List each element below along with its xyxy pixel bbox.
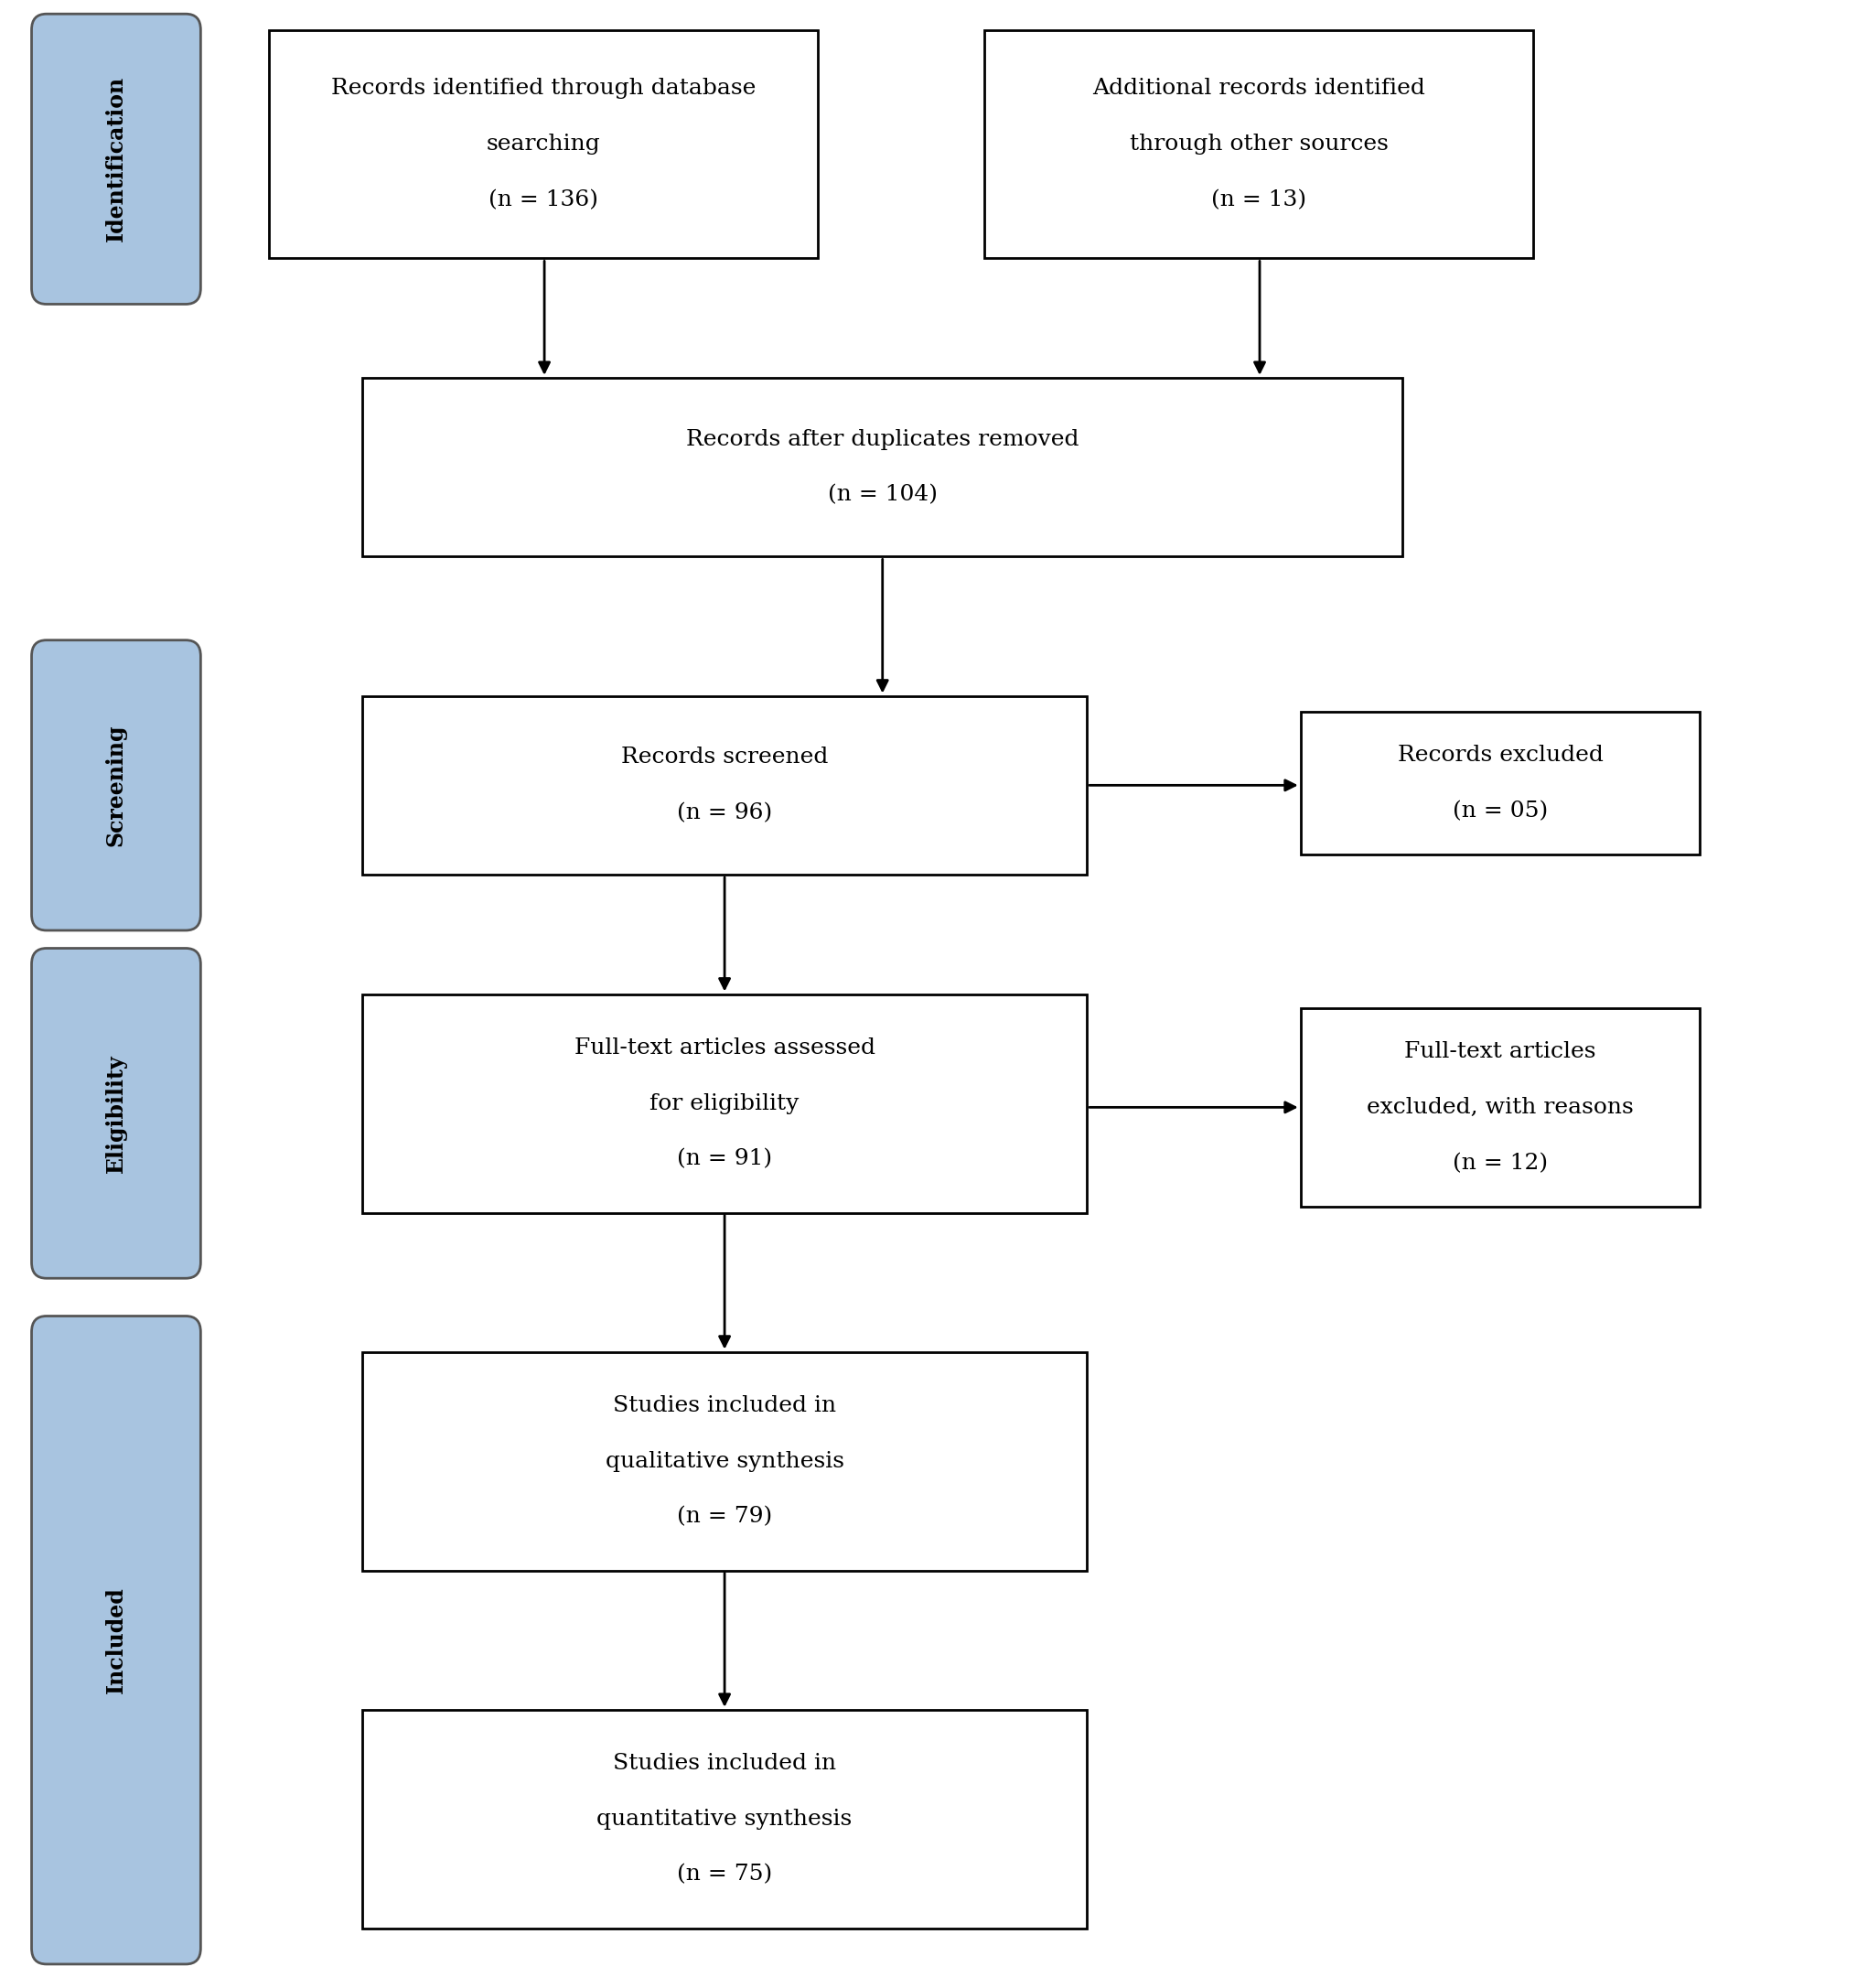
Text: Full-text articles: Full-text articles [1404,1042,1595,1062]
Text: (n = 136): (n = 136) [488,189,598,211]
Text: (n = 79): (n = 79) [676,1507,773,1527]
Text: (n = 13): (n = 13) [1211,189,1305,211]
FancyBboxPatch shape [32,948,201,1278]
FancyBboxPatch shape [32,14,201,304]
Text: (n = 05): (n = 05) [1452,801,1547,821]
Text: (n = 104): (n = 104) [826,485,938,505]
FancyBboxPatch shape [269,30,817,258]
Text: Eligibility: Eligibility [106,1054,126,1173]
Text: Studies included in: Studies included in [613,1396,836,1415]
FancyBboxPatch shape [362,378,1402,557]
FancyBboxPatch shape [362,994,1086,1213]
Text: Full-text articles assessed: Full-text articles assessed [574,1038,875,1058]
Text: for eligibility: for eligibility [650,1093,799,1113]
Text: (n = 75): (n = 75) [676,1865,773,1885]
FancyBboxPatch shape [1300,1008,1699,1207]
FancyBboxPatch shape [984,30,1532,258]
Text: Records excluded: Records excluded [1396,746,1603,765]
FancyBboxPatch shape [1300,712,1699,855]
FancyBboxPatch shape [32,1316,201,1964]
FancyBboxPatch shape [362,1710,1086,1928]
Text: Additional records identified: Additional records identified [1092,78,1424,99]
Text: Studies included in: Studies included in [613,1753,836,1773]
Text: (n = 96): (n = 96) [676,803,773,823]
Text: quantitative synthesis: quantitative synthesis [596,1809,852,1829]
Text: Identification: Identification [106,76,126,243]
Text: Records screened: Records screened [620,747,828,767]
Text: Included: Included [106,1586,126,1694]
FancyBboxPatch shape [362,696,1086,875]
Text: Screening: Screening [106,724,126,847]
Text: excluded, with reasons: excluded, with reasons [1367,1097,1632,1117]
Text: searching: searching [487,133,600,155]
Text: qualitative synthesis: qualitative synthesis [605,1451,843,1471]
Text: through other sources: through other sources [1129,133,1387,155]
Text: (n = 12): (n = 12) [1452,1153,1547,1173]
Text: Records identified through database: Records identified through database [331,78,756,99]
Text: (n = 91): (n = 91) [676,1149,773,1169]
Text: Records after duplicates removed: Records after duplicates removed [685,429,1079,449]
FancyBboxPatch shape [32,640,201,930]
FancyBboxPatch shape [362,1352,1086,1571]
